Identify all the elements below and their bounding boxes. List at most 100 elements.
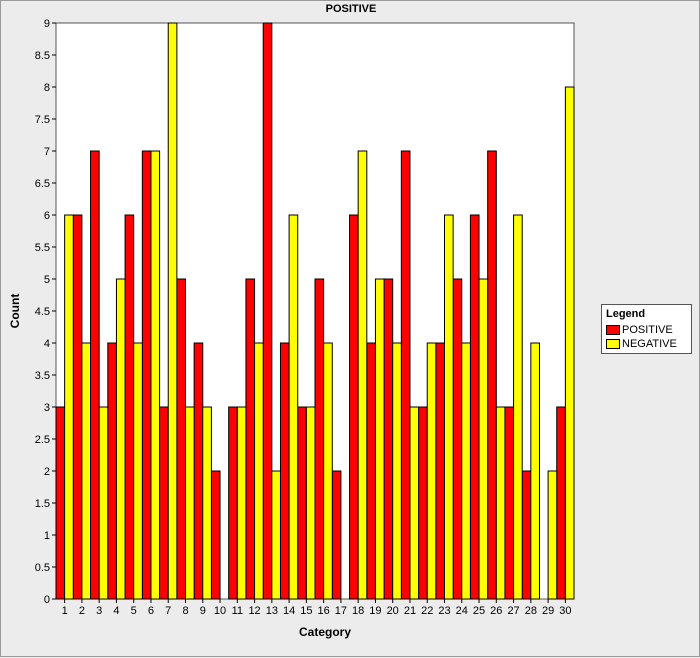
x-tick-label: 16: [318, 605, 330, 617]
y-tick-label: 0.5: [35, 562, 50, 574]
bar-negative-26: [495, 406, 506, 600]
bar-negative-12: [254, 342, 264, 600]
bar-positive-28: [521, 470, 532, 600]
bar-positive-14: [279, 342, 290, 600]
y-tick-label: 4.5: [35, 306, 50, 318]
bar-negative-3: [98, 406, 109, 600]
y-tick-label: 4: [44, 338, 50, 350]
bar-negative-14: [288, 214, 299, 600]
legend-swatch-negative: [606, 339, 620, 349]
legend-swatch-positive: [606, 325, 620, 335]
x-tick-label: 22: [421, 605, 433, 617]
bar-positive-16: [314, 278, 325, 600]
bar-positive-26: [487, 150, 497, 600]
bar-negative-9: [202, 406, 212, 600]
bar-positive-5: [124, 214, 135, 600]
y-tick-label: 0: [44, 594, 50, 606]
x-tick-label: 21: [404, 605, 416, 617]
bar-positive-23: [435, 342, 446, 600]
bar-negative-24: [461, 342, 471, 600]
y-tick-label: 6.5: [35, 178, 50, 190]
legend-title: Legend: [606, 308, 646, 320]
x-tick-label: 24: [456, 605, 468, 617]
bar-positive-4: [107, 342, 117, 600]
bar-negative-11: [236, 406, 247, 600]
bars: [55, 22, 575, 600]
bar-positive-22: [418, 406, 428, 600]
bar-positive-8: [176, 278, 187, 600]
bar-positive-12: [245, 278, 256, 600]
bar-negative-13: [271, 470, 281, 600]
x-tick-label: 11: [232, 605, 243, 617]
bar-positive-1: [55, 406, 66, 600]
bar-positive-7: [159, 406, 169, 600]
x-tick-label: 27: [507, 605, 519, 617]
y-tick-label: 2.5: [35, 434, 50, 446]
x-tick-label: 6: [148, 605, 154, 617]
x-tick-label: 19: [369, 605, 381, 617]
y-tick-label: 6: [44, 210, 50, 222]
bar-positive-6: [141, 150, 152, 600]
x-tick-label: 29: [542, 605, 554, 617]
x-tick-label: 7: [165, 605, 171, 617]
x-tick-label: 9: [200, 605, 206, 617]
x-tick-label: 25: [473, 605, 485, 617]
bar-negative-27: [513, 214, 523, 600]
bar-negative-23: [444, 214, 454, 600]
y-tick-label: 3.5: [35, 370, 50, 382]
x-tick-label: 10: [214, 605, 226, 617]
y-tick-label: 8: [44, 82, 50, 94]
bar-positive-19: [366, 342, 376, 600]
bar-negative-28: [530, 342, 540, 600]
x-tick-label: 12: [248, 605, 260, 617]
bar-negative-16: [323, 342, 333, 600]
legend: Legend POSITIVE NEGATIVE: [601, 304, 692, 354]
x-tick-label: 30: [559, 605, 571, 617]
y-axis-title: Count: [8, 294, 22, 329]
bar-positive-3: [90, 150, 100, 600]
legend-item-negative: NEGATIVE: [606, 338, 677, 350]
bar-negative-25: [478, 278, 489, 600]
x-tick-label: 2: [79, 605, 85, 617]
legend-label-positive: POSITIVE: [622, 324, 673, 336]
bar-negative-22: [426, 342, 437, 600]
x-tick-label: 13: [266, 605, 278, 617]
bar-negative-21: [409, 406, 420, 600]
bar-positive-24: [452, 278, 463, 600]
x-tick-label: 17: [335, 605, 347, 617]
y-tick-label: 2: [44, 466, 50, 478]
x-tick-label: 1: [62, 605, 68, 617]
bar-positive-17: [331, 470, 342, 600]
y-tick-label: 8.5: [35, 50, 50, 62]
bar-negative-18: [357, 150, 368, 600]
bar-negative-30: [564, 86, 575, 600]
x-axis: 1 2 3 4 5 6 7 8 9 10 11 12 13 14 15 16 17 18 19 20 21 22 23 24 2…: [62, 599, 571, 617]
bar-positive-15: [297, 406, 307, 600]
bar-positive-25: [469, 214, 480, 600]
y-tick-label: 9: [44, 18, 50, 30]
x-tick-label: 4: [113, 605, 119, 617]
x-tick-label: 20: [387, 605, 399, 617]
y-tick-label: 7: [44, 146, 50, 158]
y-tick-label: 7.5: [35, 114, 50, 126]
bar-negative-7: [167, 22, 178, 600]
y-tick-label: 3: [44, 402, 50, 414]
bar-negative-29: [547, 470, 558, 600]
chart-title: POSITIVE: [326, 3, 377, 15]
y-tick-label: 5.5: [35, 242, 50, 254]
legend-label-negative: NEGATIVE: [622, 338, 677, 350]
bar-negative-1: [64, 214, 74, 600]
x-tick-label: 26: [490, 605, 502, 617]
bar-positive-30: [556, 406, 566, 600]
bar-negative-6: [150, 150, 161, 600]
bar-negative-15: [305, 406, 316, 600]
bar-negative-2: [81, 342, 92, 600]
bar-positive-10: [210, 470, 221, 600]
bar-positive-21: [400, 150, 411, 600]
bar-negative-4: [115, 278, 126, 600]
bar-positive-18: [349, 214, 359, 600]
bar-negative-19: [374, 278, 385, 600]
y-axis: 0 0.5 1 1.5 2 2.5 3 3.5 4 4.5 5 5.5 6 6.5 7 7.5 8 8.5 9: [35, 18, 56, 606]
